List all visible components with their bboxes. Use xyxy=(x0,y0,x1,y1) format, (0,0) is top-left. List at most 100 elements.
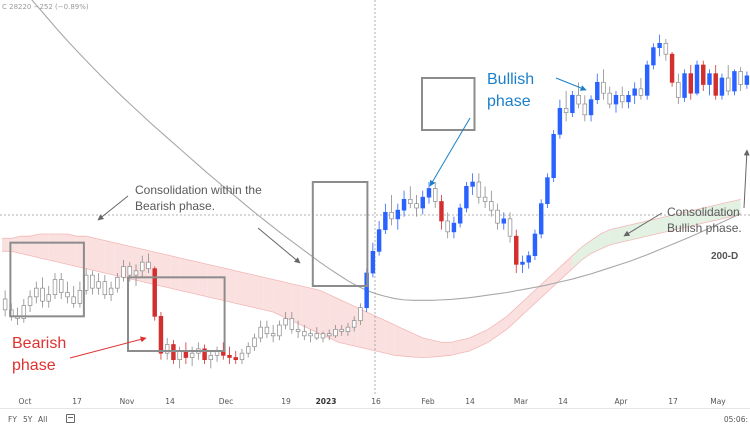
candle-body xyxy=(638,88,644,96)
cloud-segment xyxy=(95,238,105,273)
candle xyxy=(482,186,488,208)
cloud-segment xyxy=(2,238,12,252)
cloud-segment xyxy=(516,299,526,321)
candle-body xyxy=(389,211,394,220)
phase-box xyxy=(421,77,476,131)
arrow-consolidation-bear-left xyxy=(97,195,129,221)
candle-body xyxy=(408,198,413,205)
candle xyxy=(295,320,301,338)
candle-body xyxy=(227,354,232,358)
ticker-text: C 28220 −252 (−0.89%) xyxy=(2,3,89,11)
candle-body xyxy=(551,133,556,179)
phase-box xyxy=(127,276,226,353)
candle-body xyxy=(252,337,257,348)
candle xyxy=(545,173,550,208)
candle-body xyxy=(383,211,388,231)
annotation-bullish-line1: Bullish xyxy=(487,71,534,88)
range-button-5y[interactable]: 5Y xyxy=(23,415,33,424)
candle-body xyxy=(2,298,8,311)
candle-body xyxy=(308,333,313,337)
candle-body xyxy=(464,185,469,209)
bottom-toolbar: FY 5Y All 05:06: xyxy=(0,408,750,431)
cloud-segment xyxy=(413,333,423,358)
candle-body xyxy=(21,305,27,319)
candle-body xyxy=(701,64,706,85)
cloud-segment xyxy=(572,247,582,269)
phase-box xyxy=(311,181,369,287)
candle-body xyxy=(676,81,681,98)
candle xyxy=(233,351,238,364)
candle xyxy=(264,320,270,338)
candle xyxy=(146,253,151,273)
candle-body xyxy=(339,328,344,332)
cloud-segment xyxy=(637,221,648,239)
candle xyxy=(626,91,631,109)
candle xyxy=(376,221,382,256)
candle xyxy=(644,60,650,100)
x-tick-label: 16 xyxy=(371,397,381,406)
candle-body xyxy=(401,198,407,211)
moving-average-200d xyxy=(31,0,741,301)
x-tick-label: Dec xyxy=(219,397,234,406)
cloud-segment xyxy=(581,240,592,260)
ma-label: 200-D xyxy=(711,251,738,262)
crosshair-lines xyxy=(0,0,750,395)
candle xyxy=(532,229,538,260)
candle-body xyxy=(258,326,263,339)
candle-body xyxy=(27,296,33,306)
candle xyxy=(582,95,588,122)
candle-body xyxy=(738,71,743,85)
x-tick-label: 14 xyxy=(165,397,175,406)
candle xyxy=(21,299,27,323)
phase-boxes xyxy=(9,77,476,353)
x-tick-label: 2023 xyxy=(316,397,337,406)
candle xyxy=(164,338,170,360)
range-button-fy[interactable]: FY xyxy=(8,415,17,424)
candle xyxy=(694,60,700,96)
candle-body xyxy=(669,53,675,83)
cloud-segment xyxy=(86,236,96,271)
cloud-segment xyxy=(170,255,180,291)
cloud-segment xyxy=(703,205,713,224)
candle-body xyxy=(58,279,64,293)
candle xyxy=(570,91,575,117)
cloud-segment xyxy=(30,234,40,258)
candle xyxy=(613,91,619,113)
candle xyxy=(632,82,637,104)
candle xyxy=(108,281,114,302)
candle xyxy=(619,86,625,109)
candle-body xyxy=(77,289,83,304)
candle xyxy=(707,69,712,96)
cloud-segment xyxy=(179,257,189,293)
candle-body xyxy=(632,88,637,96)
candle-body xyxy=(663,42,669,55)
candle xyxy=(663,39,669,61)
candle-body xyxy=(713,73,718,96)
range-button-all[interactable]: All xyxy=(38,415,48,424)
candle xyxy=(358,303,363,325)
x-tick-label: Apr xyxy=(615,397,629,406)
candle-body xyxy=(320,333,326,339)
candle-body xyxy=(582,103,588,116)
candle xyxy=(46,286,51,308)
candle-body xyxy=(451,222,457,233)
cloud-segment xyxy=(534,281,545,304)
cloud-segment xyxy=(291,283,302,325)
candle xyxy=(520,255,525,273)
calendar-icon[interactable] xyxy=(66,414,75,423)
candle-body xyxy=(545,177,550,205)
cloud-segment xyxy=(712,203,722,221)
cloud-segment xyxy=(310,288,320,334)
candle xyxy=(401,190,407,217)
candle xyxy=(557,99,563,139)
cloud-segment xyxy=(245,273,255,308)
candle-body xyxy=(426,188,432,198)
price-chart[interactable]: Oct 17 Nov 14 Dec 19 2023 16 Feb 14 Mar 14 Apr 17 May … xyxy=(0,0,750,408)
x-tick-label: May xyxy=(710,397,726,406)
candle xyxy=(688,65,694,100)
candle-body xyxy=(414,203,419,209)
candle xyxy=(501,212,507,230)
cloud-segment xyxy=(563,255,573,278)
annotation-consolidation-bull-line2: Bullish phase. xyxy=(667,221,742,235)
candle-body xyxy=(495,209,500,224)
